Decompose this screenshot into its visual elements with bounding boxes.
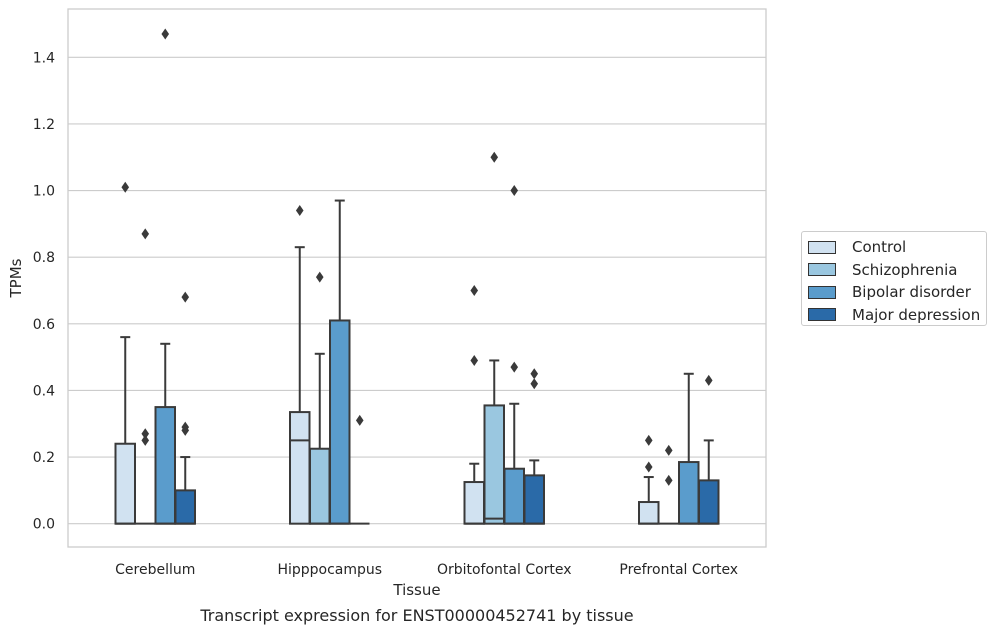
legend: Control Schizophrenia Bipolar disorder M…	[801, 231, 987, 326]
x-tick-label-cerebellum: Cerebellum	[115, 562, 195, 578]
box-body	[309, 447, 331, 525]
box-hipppocampus-bipolar-disorder	[329, 199, 351, 525]
box-prefrontal-cortex-control	[638, 434, 660, 525]
box-orbitofontal-cortex-bipolar-disorder	[503, 185, 525, 525]
box-cerebellum-schizophrenia	[135, 228, 155, 525]
y-tick-label: 0.0	[33, 517, 55, 533]
box-body	[329, 319, 351, 525]
x-tick-label-prefrontal-cortex: Prefrontal Cortex	[619, 562, 738, 578]
legend-swatch-bipolar-disorder	[808, 285, 836, 299]
legend-item-control: Control	[808, 236, 986, 259]
y-tick-label: 0.8	[33, 250, 55, 266]
outlier-point	[181, 421, 190, 433]
x-axis-label: Tissue	[392, 581, 440, 599]
box-body	[698, 479, 720, 525]
x-axis: Cerebellum Hipppocampus Orbitofontal Corte…	[115, 562, 738, 578]
box-cerebellum-control	[114, 181, 136, 525]
legend-item-major-depression: Major depression	[808, 304, 986, 327]
x-tick-label-orbitofontal-cortex: Orbitofontal Cortex	[437, 562, 572, 578]
legend-item-schizophrenia: Schizophrenia	[808, 259, 986, 282]
outlier-point	[530, 378, 539, 390]
chart-caption: Transcript expression for ENST0000045274…	[200, 606, 634, 625]
outlier-point	[470, 284, 479, 296]
plot-frame	[67, 8, 767, 548]
box-body	[154, 406, 176, 525]
outlier-point	[141, 434, 150, 446]
legend-swatch-control	[808, 240, 836, 254]
box-body	[289, 411, 311, 525]
outlier-point	[141, 228, 150, 240]
y-tick-label: 0.2	[33, 450, 55, 466]
outlier-point	[490, 151, 499, 163]
outlier-point	[161, 28, 170, 40]
box-hipppocampus-schizophrenia	[309, 271, 331, 525]
outlier-point	[181, 291, 190, 303]
y-tick-label: 1.2	[33, 117, 55, 133]
y-tick-label: 0.6	[33, 317, 55, 333]
box-body	[523, 474, 545, 525]
y-tick-label: 0.4	[33, 383, 55, 399]
box-body	[638, 501, 660, 525]
box-body	[463, 481, 485, 525]
outlier-point	[664, 474, 673, 486]
outlier-point	[644, 461, 653, 473]
y-tick-label: 1.0	[33, 184, 55, 200]
outlier-point	[295, 205, 304, 217]
box-body	[503, 467, 525, 525]
outlier-point	[530, 368, 539, 380]
box-cerebellum-bipolar-disorder	[154, 28, 176, 525]
box-body	[483, 404, 505, 525]
outlier-point	[510, 361, 519, 373]
box-cerebellum-major-depression	[174, 291, 196, 525]
box-body	[174, 489, 196, 525]
box-body	[678, 461, 700, 525]
legend-swatch-major-depression	[808, 308, 836, 322]
legend-label-bipolar-disorder: Bipolar disorder	[852, 283, 971, 302]
outlier-point	[664, 444, 673, 456]
y-tick-label: 1.4	[33, 50, 55, 66]
legend-label-control: Control	[852, 238, 907, 257]
box-orbitofontal-cortex-schizophrenia	[483, 151, 505, 525]
legend-label-schizophrenia: Schizophrenia	[852, 260, 958, 279]
box-hipppocampus-major-depression	[350, 414, 370, 525]
legend-item-bipolar-disorder: Bipolar disorder	[808, 281, 986, 304]
outlier-point	[470, 354, 479, 366]
box-prefrontal-cortex-major-depression	[698, 374, 720, 525]
box-orbitofontal-cortex-control	[463, 284, 485, 525]
outlier-point	[315, 271, 324, 283]
y-axis-label: TPMs	[7, 258, 25, 298]
outlier-point	[141, 428, 150, 440]
box-hipppocampus-control	[289, 205, 311, 525]
legend-swatch-schizophrenia	[808, 263, 836, 277]
box-prefrontal-cortex-bipolar-disorder	[678, 372, 700, 525]
outlier-point	[355, 414, 364, 426]
box-orbitofontal-cortex-major-depression	[523, 368, 545, 525]
box-body	[114, 442, 136, 525]
box-prefrontal-cortex-schizophrenia	[659, 444, 679, 525]
legend-label-major-depression: Major depression	[852, 305, 981, 324]
x-tick-label-hipppocampus: Hipppocampus	[277, 562, 382, 578]
outlier-point	[704, 374, 713, 386]
outlier-point	[121, 181, 130, 193]
y-axis: 0.0 0.2 0.4 0.6 0.8 1.0 1.2 1.4	[33, 50, 55, 532]
chart-marks	[114, 28, 720, 525]
outlier-point	[644, 434, 653, 446]
outlier-point	[510, 185, 519, 197]
